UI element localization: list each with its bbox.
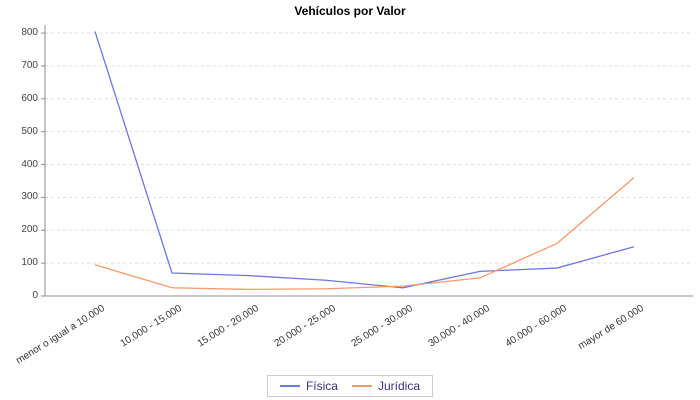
- y-tick-label-400: 400: [21, 158, 38, 170]
- y-tick-label-500: 500: [21, 125, 38, 137]
- legend: Física Jurídica: [266, 375, 434, 397]
- series-line-0: [94, 31, 635, 289]
- y-tick-label-800: 800: [21, 27, 38, 39]
- legend-swatch-0: [279, 385, 300, 387]
- y-tick-label-700: 700: [21, 59, 38, 71]
- y-tick-label-300: 300: [21, 191, 38, 203]
- series-line-1: [94, 177, 635, 291]
- legend-label-0: Física: [305, 379, 338, 393]
- y-tick-label-0: 0: [32, 290, 38, 301]
- chart-title: Vehículos por Valor: [294, 4, 406, 18]
- y-tick-label-200: 200: [21, 224, 38, 236]
- legend-item-1: Jurídica: [351, 379, 421, 393]
- y-tick-label-600: 600: [21, 92, 38, 104]
- y-tick-label-100: 100: [21, 257, 38, 269]
- legend-label-1: Jurídica: [377, 379, 421, 393]
- legend-item-0: Física: [279, 379, 338, 393]
- legend-swatch-1: [351, 385, 372, 387]
